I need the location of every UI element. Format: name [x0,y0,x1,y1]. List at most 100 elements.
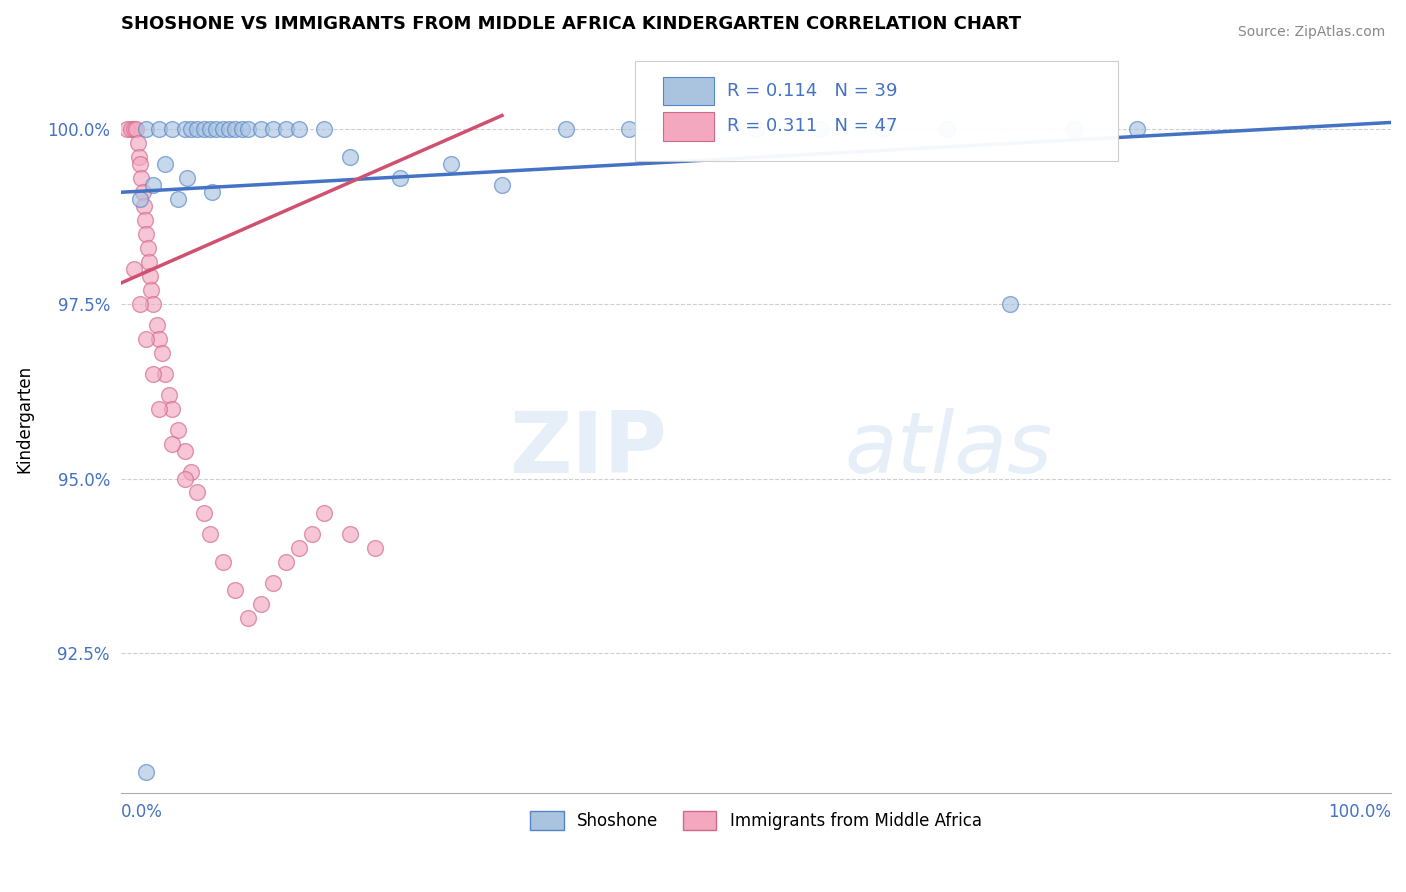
Point [339,150,361,164]
Point [389,171,412,186]
Point [224,122,246,136]
Point [364,541,387,556]
Point [129,297,152,311]
Text: 0.0%: 0.0% [121,803,163,822]
Point [128,150,150,164]
Point [125,122,148,136]
Point [262,576,284,591]
Point [142,367,165,381]
Point [134,213,156,227]
Text: 100.0%: 100.0% [1329,803,1391,822]
Point [180,122,202,136]
Bar [664,77,714,105]
Point [872,122,894,136]
Point [274,122,297,136]
Point [167,423,190,437]
Point [139,268,162,283]
Point [808,122,831,136]
Point [314,507,336,521]
Text: R = 0.311   N = 47: R = 0.311 N = 47 [727,118,897,136]
Point [142,178,165,193]
Text: R = 0.114   N = 39: R = 0.114 N = 39 [727,82,897,100]
Point [211,555,233,569]
Point [122,262,145,277]
Point [135,764,157,779]
Point [231,122,253,136]
Point [236,122,259,136]
Point [135,332,157,346]
Point [249,597,271,611]
Point [201,186,224,200]
Point [129,157,152,171]
Y-axis label: Kindergarten: Kindergarten [15,365,32,474]
Point [135,122,157,136]
Text: SHOSHONE VS IMMIGRANTS FROM MIDDLE AFRICA KINDERGARTEN CORRELATION CHART: SHOSHONE VS IMMIGRANTS FROM MIDDLE AFRIC… [121,15,1021,33]
Point [935,122,957,136]
Point [180,465,202,479]
Point [211,122,233,136]
Point [491,178,513,193]
Point [160,401,183,416]
Point [193,507,215,521]
Point [198,122,221,136]
Point [186,485,208,500]
Point [122,122,145,136]
Point [131,171,153,186]
Point [129,192,152,206]
Text: Source: ZipAtlas.com: Source: ZipAtlas.com [1237,25,1385,39]
Point [339,527,361,541]
Point [173,122,195,136]
Point [193,122,215,136]
Point [132,199,155,213]
Point [142,297,165,311]
Point [155,157,177,171]
Point [157,388,180,402]
Bar [664,112,714,141]
Point [186,122,208,136]
Point [176,171,198,186]
Point [998,297,1021,311]
Point [554,122,576,136]
Point [301,527,323,541]
Point [288,122,311,136]
Point [1063,122,1085,136]
Point [314,122,336,136]
Point [148,332,170,346]
Point [617,122,640,136]
Point [249,122,271,136]
Point [218,122,240,136]
Point [198,527,221,541]
Point [145,318,167,332]
Point [155,367,177,381]
Legend: Shoshone, Immigrants from Middle Africa: Shoshone, Immigrants from Middle Africa [523,804,988,837]
Point [160,436,183,450]
Point [167,192,190,206]
Point [224,583,246,598]
Point [160,122,183,136]
Point [117,122,139,136]
Point [120,122,142,136]
Point [173,471,195,485]
Point [141,283,163,297]
Point [236,611,259,625]
Point [127,136,149,151]
Point [135,227,157,242]
Point [148,122,170,136]
Point [173,443,195,458]
Point [131,186,153,200]
Point [1126,122,1149,136]
Text: ZIP: ZIP [509,408,666,491]
Point [288,541,311,556]
Point [148,401,170,416]
Point [262,122,284,136]
FancyBboxPatch shape [636,61,1118,161]
Point [150,346,173,360]
Point [682,122,704,136]
Point [274,555,297,569]
Text: atlas: atlas [845,408,1053,491]
Point [136,241,159,255]
Point [440,157,463,171]
Point [205,122,228,136]
Point [745,122,768,136]
Point [138,255,160,269]
